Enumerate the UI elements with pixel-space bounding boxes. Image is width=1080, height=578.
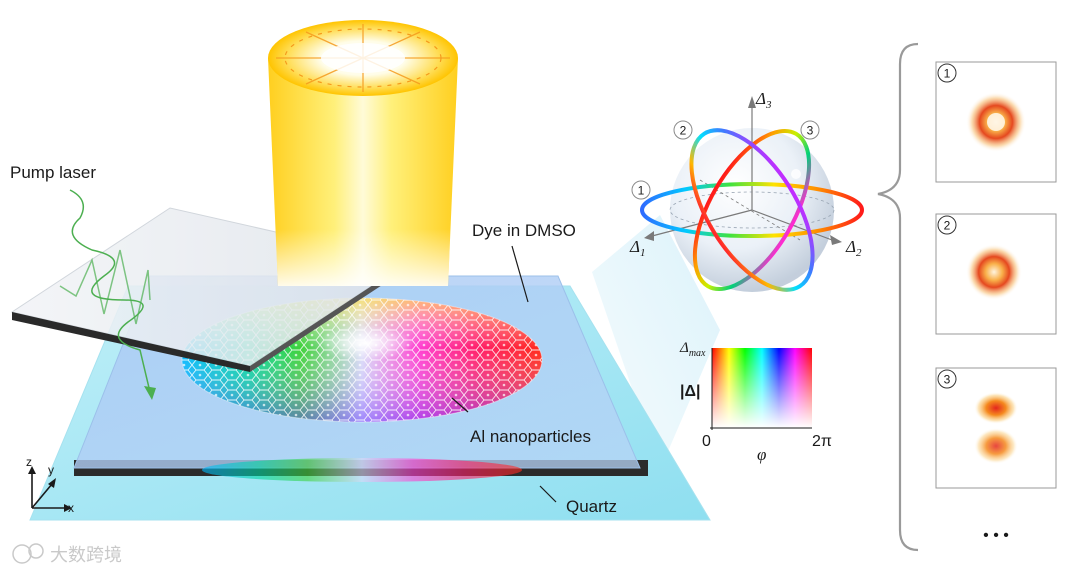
svg-text:大数跨境: 大数跨境 — [50, 545, 122, 566]
mode-panel-1: 1 — [935, 61, 1057, 183]
sphere-marker-3: 3 — [800, 120, 820, 140]
svg-text:3: 3 — [807, 124, 814, 138]
delta2-label: Δ2 — [845, 237, 862, 259]
delta3-label: Δ3 — [755, 89, 772, 111]
leader-lines — [451, 245, 557, 503]
pump-laser-label: Pump laser — [10, 163, 96, 182]
watermark: 大数跨境 — [12, 543, 122, 566]
projection-cone — [592, 215, 720, 470]
axis-y-label: y — [48, 463, 54, 477]
svg-text:2: 2 — [944, 219, 951, 233]
colormap-ylabel: |Δ| — [680, 383, 700, 400]
axis-z-label: z — [26, 455, 32, 469]
colormap-legend — [710, 348, 812, 430]
pump-wave — [59, 189, 156, 400]
colormap-max-label: Δmax — [679, 340, 706, 359]
light-beam — [268, 20, 458, 286]
delta1-label: Δ1 — [629, 237, 645, 259]
svg-text:3: 3 — [944, 373, 951, 387]
sphere-marker-1: 1 — [631, 180, 651, 200]
sphere-marker-2: 2 — [673, 120, 693, 140]
colormap-xmin: 0 — [702, 433, 711, 450]
disk-reflection — [202, 458, 522, 482]
axis-x-label: x — [68, 501, 74, 515]
svg-text:1: 1 — [638, 184, 645, 198]
axes-triad — [28, 466, 72, 512]
colormap-xlabel: φ — [757, 445, 766, 464]
more-ellipsis: • • • — [983, 527, 1009, 544]
quartz-label: Quartz — [566, 497, 617, 516]
colormap-xmax: 2π — [812, 433, 832, 450]
nanoparticles-label: Al nanoparticles — [470, 427, 591, 446]
right-brace — [877, 42, 919, 552]
sphere-diagram — [640, 96, 864, 292]
dye-label: Dye in DMSO — [472, 221, 576, 240]
mode-panel-2: 2 — [935, 213, 1057, 335]
svg-text:1: 1 — [944, 67, 951, 81]
mode-panel-3: 3 — [935, 367, 1057, 489]
svg-text:2: 2 — [680, 124, 687, 138]
